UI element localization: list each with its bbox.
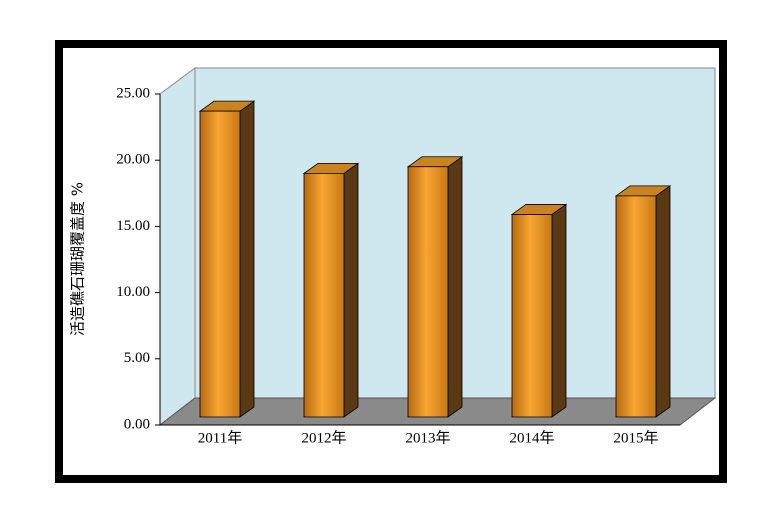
y-tick-label: 5.00 [124, 350, 150, 366]
x-tick-label: 2013年 [405, 429, 450, 446]
bar-front [199, 110, 241, 418]
y-axis-label: 活造礁石珊瑚覆盖度 % [69, 182, 87, 336]
bar-side [551, 203, 567, 418]
bar [302, 162, 360, 418]
y-tick-label: 20.00 [116, 152, 150, 168]
y-tick-label: 15.00 [116, 218, 150, 234]
bar-front [407, 166, 449, 418]
side-wall [159, 67, 196, 427]
bar-side [655, 185, 671, 418]
bar-front [303, 172, 345, 418]
bar-front [511, 214, 553, 418]
bar-side [447, 155, 463, 418]
bar [510, 203, 568, 418]
bar-side [239, 100, 255, 418]
bar [406, 155, 464, 418]
bar [198, 100, 256, 418]
y-tick-label: 25.00 [116, 85, 150, 101]
bar-front [615, 195, 657, 418]
x-tick-label: 2012年 [301, 429, 346, 446]
x-tick-label: 2014年 [509, 429, 554, 446]
x-tick-label: 2011年 [198, 429, 242, 446]
y-tick-label: 0.00 [124, 416, 150, 432]
bar [614, 185, 672, 418]
y-tick-label: 10.00 [116, 284, 150, 300]
x-tick-label: 2015年 [613, 429, 658, 446]
bar-side [343, 162, 359, 418]
